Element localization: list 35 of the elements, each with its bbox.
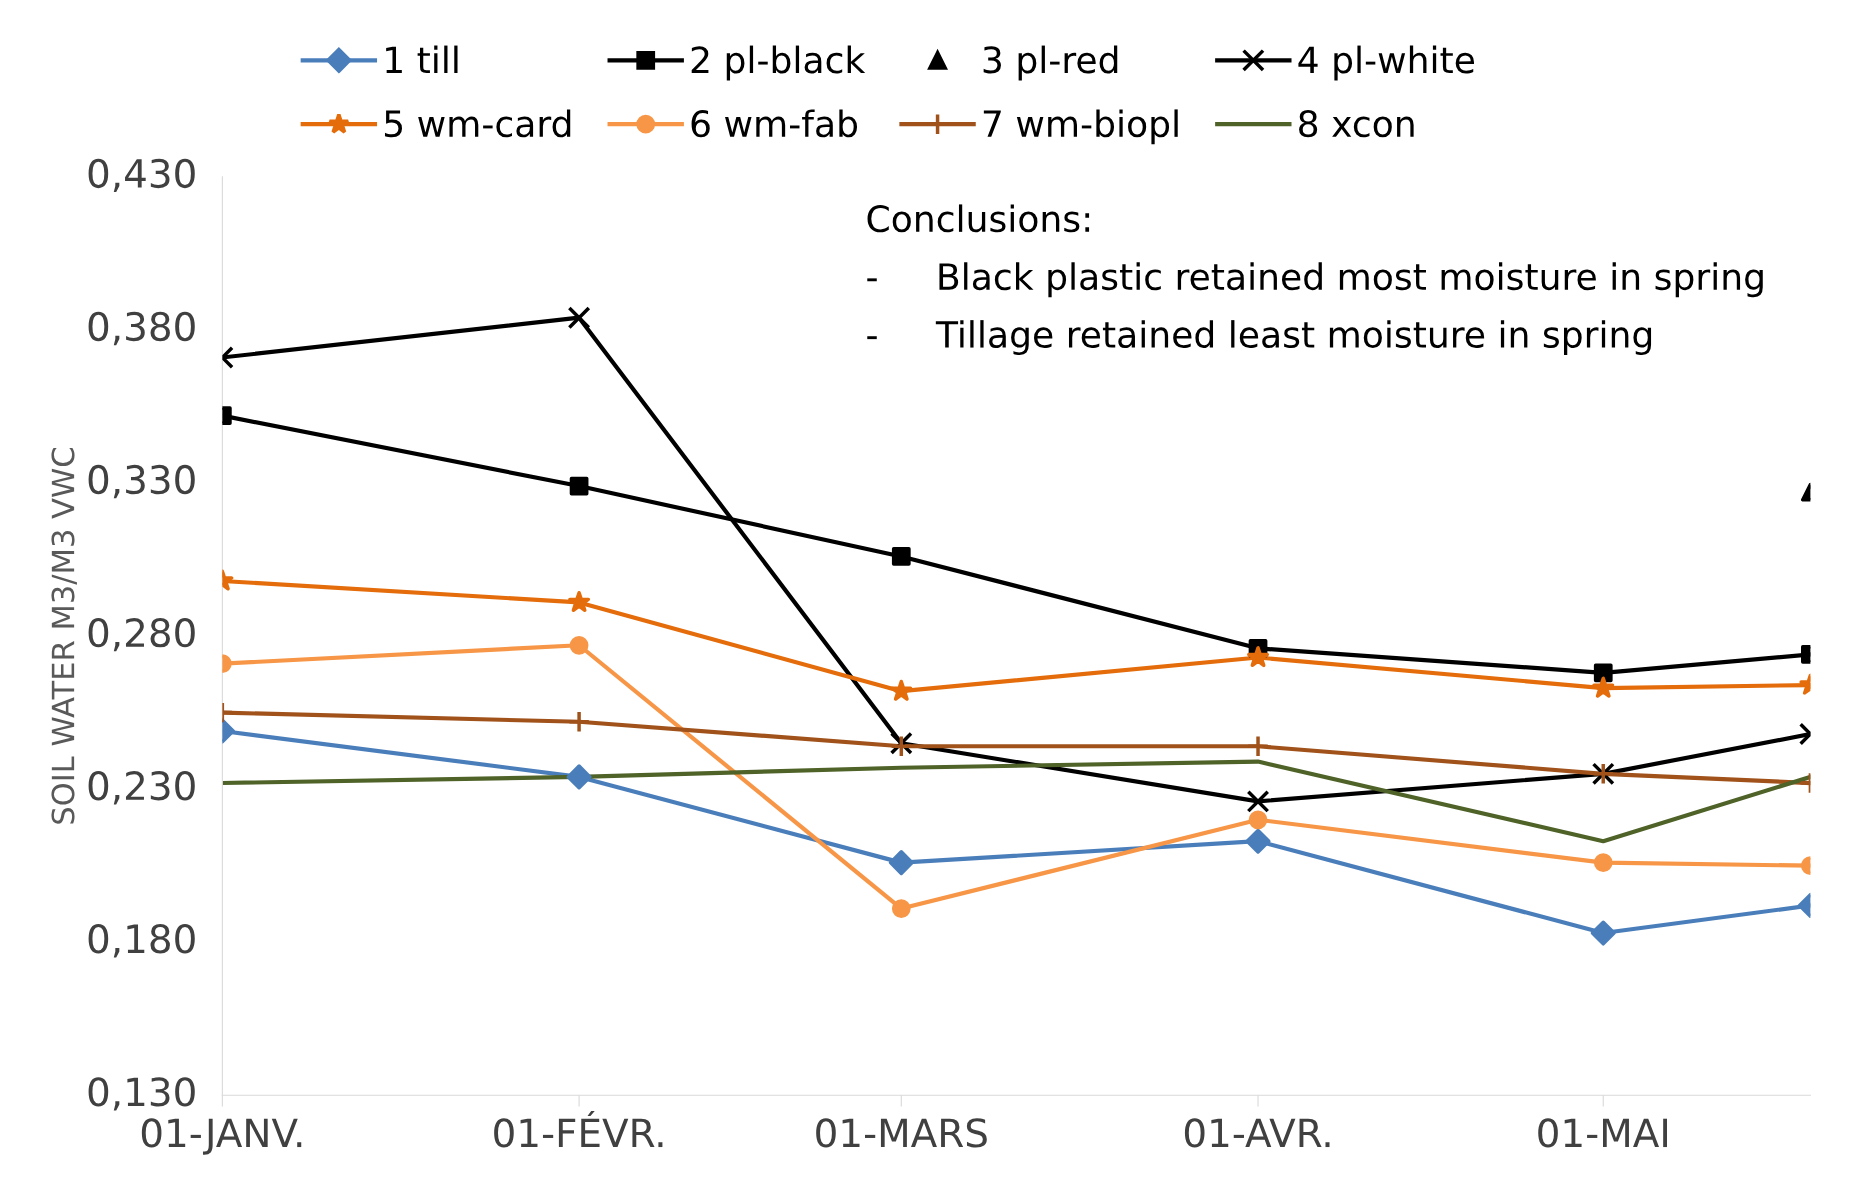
legend-label: 2 pl-black [691,45,866,81]
point [569,476,589,496]
point [569,635,589,655]
legend-label: 3 pl-red [983,45,1118,81]
y-tick-label: 0,280 [88,617,195,652]
legend-label: 6 wm-fab [691,109,858,138]
point [567,710,591,734]
annotation: - Black plastic retained most moisture in spring [867,262,1763,298]
y-tick-label: 0,180 [88,924,195,958]
annotation: - Tillage retained least moisture in spring [867,320,1652,356]
annotation: Conclusions: [867,204,1090,233]
x-tick-label: 01-JANV. [141,1118,302,1155]
y-tick-label: 0,380 [88,311,195,346]
point [568,590,591,612]
point [1246,789,1270,813]
legend-label: 7 wm-biopl [983,109,1178,145]
legend-label: 8 xcon [1299,110,1414,138]
point [1246,734,1270,758]
point [1247,646,1270,668]
legend-label: 4 pl-white [1298,45,1474,81]
point [1248,810,1268,830]
y-tick-label: 0,230 [88,771,195,805]
point [1245,828,1271,854]
y-axis-title: SOIL WATER M3/M3 VWC [51,448,77,824]
x-tick-label: 01-AVR. [1184,1118,1330,1148]
legend-label: 5 wm-card [384,109,571,138]
y-tick-label: 0,330 [88,464,195,499]
y-tick-label: 0,130 [88,1077,195,1111]
point [566,764,592,790]
x-tick-label: 01-MAI [1538,1118,1667,1148]
x-tick-label: 01-MARS [816,1118,987,1148]
legend-label: 1 till [386,45,458,73]
point [567,306,591,330]
y-tick-label: 0,430 [88,158,195,193]
x-tick-label: 01-FÉVR. [494,1111,663,1148]
